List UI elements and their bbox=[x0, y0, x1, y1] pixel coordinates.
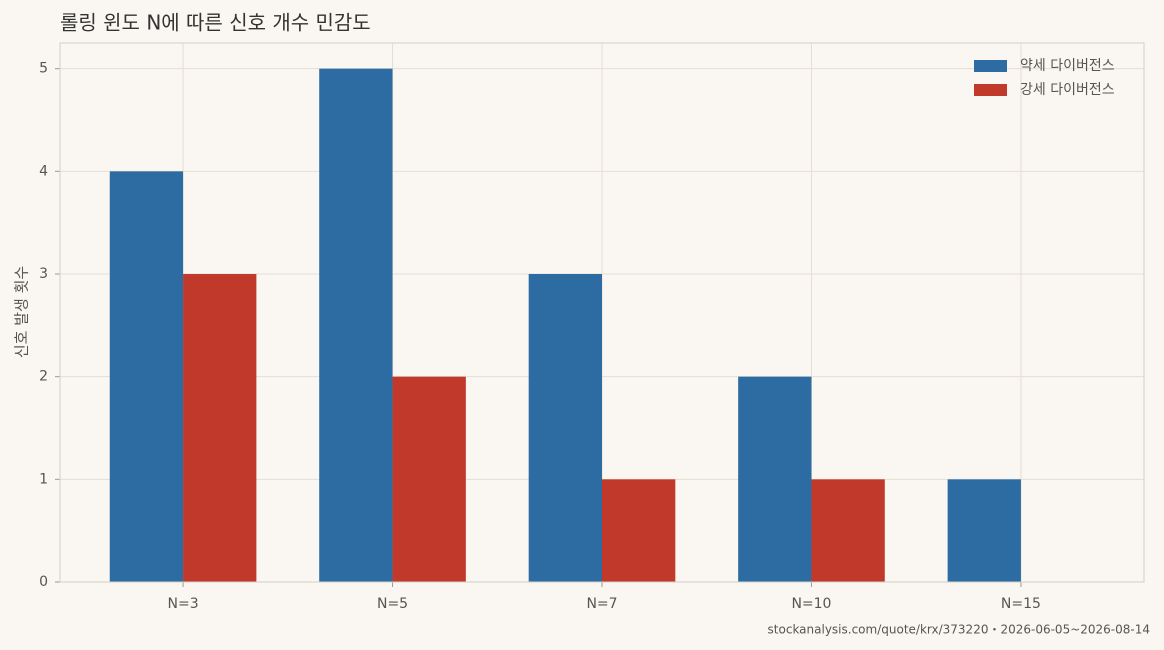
bar bbox=[602, 479, 676, 582]
legend-label: 약세 다이버전스 bbox=[1020, 58, 1115, 74]
x-tick-label: N=15 bbox=[1001, 596, 1041, 612]
bar bbox=[392, 376, 466, 582]
source-note: stockanalysis.com/quote/krx/373220・2026-… bbox=[768, 623, 1150, 637]
y-axis-label: 신호 발생 횟수 bbox=[13, 266, 31, 358]
bar bbox=[811, 479, 885, 582]
bar bbox=[183, 274, 257, 582]
x-tick-label: N=10 bbox=[791, 596, 831, 612]
bar bbox=[109, 171, 184, 583]
chart-title: 롤링 윈도 N에 따른 신호 개수 민감도 bbox=[60, 11, 371, 35]
y-tick-label: 4 bbox=[39, 163, 48, 179]
legend-swatch bbox=[974, 84, 1007, 96]
y-tick-label: 3 bbox=[39, 266, 48, 282]
x-tick-label: N=7 bbox=[586, 596, 617, 612]
bar bbox=[738, 376, 812, 582]
legend-label: 강세 다이버전스 bbox=[1020, 82, 1115, 98]
x-tick-label: N=3 bbox=[168, 596, 199, 612]
x-tick-label: N=5 bbox=[377, 596, 408, 612]
bar bbox=[319, 68, 393, 582]
y-tick-label: 5 bbox=[39, 61, 48, 77]
bar bbox=[528, 274, 602, 582]
y-tick-label: 2 bbox=[39, 369, 48, 385]
bar bbox=[947, 479, 1021, 582]
y-tick-label: 0 bbox=[39, 574, 48, 590]
y-tick-label: 1 bbox=[39, 471, 48, 487]
legend-swatch bbox=[974, 60, 1007, 72]
plot-frame bbox=[59, 42, 1145, 583]
